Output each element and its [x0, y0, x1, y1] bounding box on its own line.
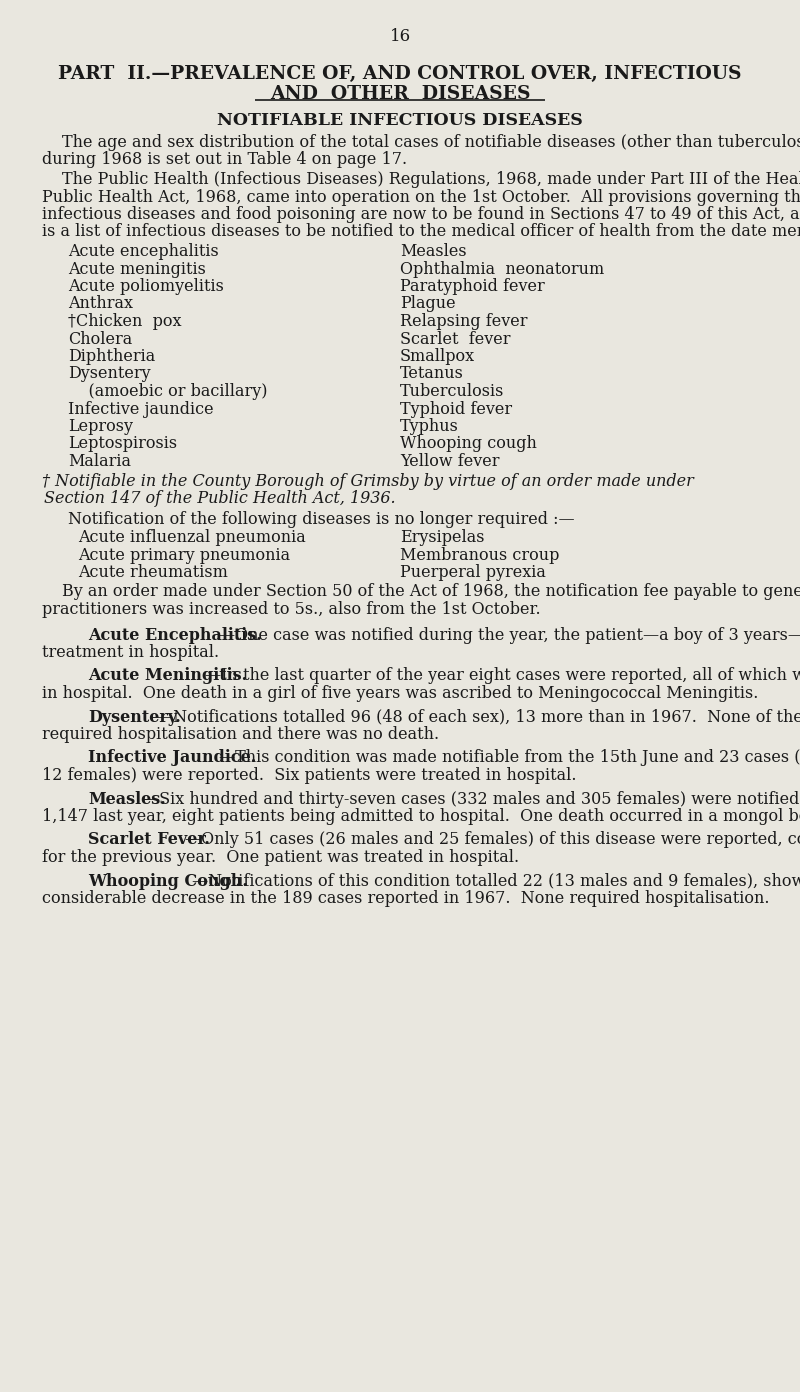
Text: —Only 51 cases (26 males and 25 females) of this disease were reported, compared: —Only 51 cases (26 males and 25 females)…	[185, 831, 800, 849]
Text: Dysentery: Dysentery	[68, 366, 150, 383]
Text: Section 147 of the Public Health Act, 1936.: Section 147 of the Public Health Act, 19…	[44, 490, 396, 507]
Text: NOTIFIABLE INFECTIOUS DISEASES: NOTIFIABLE INFECTIOUS DISEASES	[217, 111, 583, 129]
Text: Whooping Cough.: Whooping Cough.	[88, 873, 248, 889]
Text: Anthrax: Anthrax	[68, 295, 133, 312]
Text: for the previous year.  One patient was treated in hospital.: for the previous year. One patient was t…	[42, 849, 519, 866]
Text: 16: 16	[390, 28, 410, 45]
Text: Typhoid fever: Typhoid fever	[400, 401, 512, 418]
Text: Relapsing fever: Relapsing fever	[400, 313, 527, 330]
Text: —In the last quarter of the year eight cases were reported, all of which were tr: —In the last quarter of the year eight c…	[206, 668, 800, 685]
Text: 1,147 last year, eight patients being admitted to hospital.  One death occurred : 1,147 last year, eight patients being ad…	[42, 807, 800, 825]
Text: Acute influenzal pneumonia: Acute influenzal pneumonia	[78, 529, 306, 546]
Text: treatment in hospital.: treatment in hospital.	[42, 644, 219, 661]
Text: Acute Encephalitis.: Acute Encephalitis.	[88, 626, 262, 643]
Text: Measles.: Measles.	[88, 791, 166, 807]
Text: PART  II.—PREVALENCE OF, AND CONTROL OVER, INFECTIOUS: PART II.—PREVALENCE OF, AND CONTROL OVER…	[58, 65, 742, 84]
Text: —Six hundred and thirty-seven cases (332 males and 305 females) were notified, c: —Six hundred and thirty-seven cases (332…	[143, 791, 800, 807]
Text: Acute rheumatism: Acute rheumatism	[78, 564, 228, 580]
Text: Acute primary pneumonia: Acute primary pneumonia	[78, 547, 290, 564]
Text: Notification of the following diseases is no longer required :—: Notification of the following diseases i…	[68, 511, 574, 529]
Text: Tuberculosis: Tuberculosis	[400, 383, 504, 400]
Text: considerable decrease in the 189 cases reported in 1967.  None required hospital: considerable decrease in the 189 cases r…	[42, 889, 770, 908]
Text: Dysentery.: Dysentery.	[88, 709, 181, 725]
Text: Public Health Act, 1968, came into operation on the 1st October.  All provisions: Public Health Act, 1968, came into opera…	[42, 188, 800, 206]
Text: The Public Health (Infectious Diseases) Regulations, 1968, made under Part III o: The Public Health (Infectious Diseases) …	[62, 171, 800, 188]
Text: —One case was notified during the year, the patient—a boy of 3 years—receiving: —One case was notified during the year, …	[219, 626, 800, 643]
Text: Acute Meningitis.: Acute Meningitis.	[88, 668, 247, 685]
Text: The age and sex distribution of the total cases of notifiable diseases (other th: The age and sex distribution of the tota…	[62, 134, 800, 150]
Text: Measles: Measles	[400, 244, 466, 260]
Text: Smallpox: Smallpox	[400, 348, 475, 365]
Text: Leptospirosis: Leptospirosis	[68, 436, 177, 452]
Text: Leprosy: Leprosy	[68, 418, 133, 434]
Text: Cholera: Cholera	[68, 330, 132, 348]
Text: Puerperal pyrexia: Puerperal pyrexia	[400, 564, 546, 580]
Text: 12 females) were reported.  Six patients were treated in hospital.: 12 females) were reported. Six patients …	[42, 767, 577, 784]
Text: —Notifications totalled 96 (48 of each sex), 13 more than in 1967.  None of the : —Notifications totalled 96 (48 of each s…	[157, 709, 800, 725]
Text: Malaria: Malaria	[68, 452, 131, 470]
Text: is a list of infectious diseases to be notified to the medical officer of health: is a list of infectious diseases to be n…	[42, 224, 800, 241]
Text: during 1968 is set out in Table 4 on page 17.: during 1968 is set out in Table 4 on pag…	[42, 152, 407, 168]
Text: Typhus: Typhus	[400, 418, 459, 434]
Text: Plague: Plague	[400, 295, 456, 312]
Text: in hospital.  One death in a girl of five years was ascribed to Meningococcal Me: in hospital. One death in a girl of five…	[42, 685, 758, 702]
Text: Scarlet Fever.: Scarlet Fever.	[88, 831, 210, 849]
Text: Acute poliomyelitis: Acute poliomyelitis	[68, 278, 224, 295]
Text: Acute encephalitis: Acute encephalitis	[68, 244, 218, 260]
Text: †Chicken  pox: †Chicken pox	[68, 313, 182, 330]
Text: infectious diseases and food poisoning are now to be found in Sections 47 to 49 : infectious diseases and food poisoning a…	[42, 206, 800, 223]
Text: —This condition was made notifiable from the 15th June and 23 cases (11 males an: —This condition was made notifiable from…	[219, 749, 800, 767]
Text: —Notifications of this condition totalled 22 (13 males and 9 females), showing a: —Notifications of this condition totalle…	[191, 873, 800, 889]
Text: Yellow fever: Yellow fever	[400, 452, 499, 470]
Text: AND  OTHER  DISEASES: AND OTHER DISEASES	[270, 85, 530, 103]
Text: Ophthalmia  neonatorum: Ophthalmia neonatorum	[400, 260, 604, 277]
Text: Diphtheria: Diphtheria	[68, 348, 155, 365]
Text: Infective jaundice: Infective jaundice	[68, 401, 214, 418]
Text: required hospitalisation and there was no death.: required hospitalisation and there was n…	[42, 727, 439, 743]
Text: (amoebic or bacillary): (amoebic or bacillary)	[68, 383, 267, 400]
Text: Whooping cough: Whooping cough	[400, 436, 537, 452]
Text: Scarlet  fever: Scarlet fever	[400, 330, 510, 348]
Text: Erysipelas: Erysipelas	[400, 529, 485, 546]
Text: Acute meningitis: Acute meningitis	[68, 260, 206, 277]
Text: Membranous croup: Membranous croup	[400, 547, 559, 564]
Text: Paratyphoid fever: Paratyphoid fever	[400, 278, 545, 295]
Text: Tetanus: Tetanus	[400, 366, 464, 383]
Text: † Notifiable in the County Borough of Grimsby by virtue of an order made under: † Notifiable in the County Borough of Gr…	[42, 472, 694, 490]
Text: Infective Jaundice.: Infective Jaundice.	[88, 749, 256, 767]
Text: practitioners was increased to 5s., also from the 1st October.: practitioners was increased to 5s., also…	[42, 601, 541, 618]
Text: By an order made under Section 50 of the Act of 1968, the notification fee payab: By an order made under Section 50 of the…	[62, 583, 800, 600]
